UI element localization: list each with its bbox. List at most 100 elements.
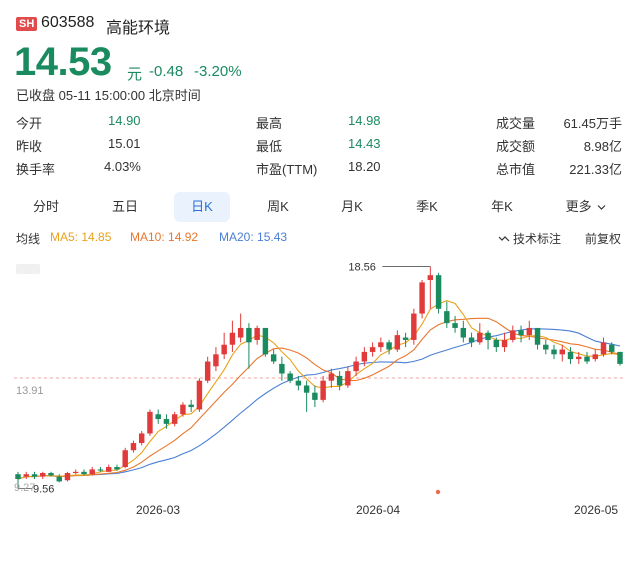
stat-value-pe: 18.20 bbox=[348, 159, 381, 174]
chart-min-label: 9.27 bbox=[14, 482, 35, 494]
candle bbox=[345, 366, 351, 388]
ma10-line bbox=[17, 317, 621, 480]
candle-body bbox=[287, 373, 293, 381]
stat-value-volume: 61.45万手 bbox=[563, 116, 622, 131]
low-price-label: 9.56 bbox=[33, 484, 54, 496]
candle bbox=[427, 266, 434, 309]
candle-body bbox=[64, 473, 71, 481]
candle bbox=[147, 409, 153, 436]
exchange-badge: SH bbox=[16, 17, 38, 31]
candle bbox=[609, 342, 615, 355]
candle-body bbox=[295, 380, 302, 386]
current-price: 14.53 bbox=[14, 40, 112, 84]
candle bbox=[246, 323, 252, 369]
ma-legend-title: 均线 bbox=[16, 232, 41, 246]
candle-body bbox=[460, 327, 467, 338]
candle bbox=[114, 464, 120, 471]
candle-body bbox=[543, 344, 549, 350]
stat-label-pe: 市盈(TTM) bbox=[256, 162, 318, 177]
candle-body bbox=[130, 443, 137, 451]
tab-intraday[interactable]: 分时 bbox=[32, 199, 59, 214]
candle bbox=[584, 351, 590, 364]
candle-body bbox=[229, 332, 236, 345]
stat-label-market-cap: 总市值 bbox=[496, 162, 536, 177]
x-tick-label: 2026-03 bbox=[136, 503, 180, 517]
candlestick-chart[interactable]: 13.91 18.56 9.569.27 2026-03 2026-04 2026… bbox=[0, 246, 638, 546]
candle bbox=[188, 399, 194, 412]
candle-body bbox=[312, 392, 318, 400]
tab-more[interactable]: 更多 bbox=[556, 192, 616, 222]
candle bbox=[369, 342, 376, 357]
candle bbox=[196, 378, 203, 412]
candle bbox=[312, 385, 318, 408]
tech-annotation-label: 技术标注 bbox=[513, 232, 562, 246]
tab-five-day[interactable]: 五日 bbox=[111, 199, 138, 214]
candle-body bbox=[171, 414, 178, 424]
candle bbox=[122, 447, 128, 469]
candle-body bbox=[444, 311, 450, 324]
candle bbox=[81, 469, 87, 476]
stat-label-volume: 成交量 bbox=[496, 116, 536, 131]
candle-body bbox=[122, 450, 128, 468]
tab-quarterly-k[interactable]: 季K bbox=[416, 199, 438, 214]
candle-body bbox=[40, 473, 46, 477]
candle bbox=[303, 380, 310, 412]
stat-label-turnover-rate: 换手率 bbox=[16, 162, 56, 177]
candle bbox=[287, 371, 293, 384]
candle-body bbox=[600, 342, 607, 355]
tab-yearly-k[interactable]: 年K bbox=[491, 199, 513, 214]
candle-body bbox=[386, 342, 392, 350]
ma20-legend: MA20: 15.43 bbox=[219, 230, 288, 244]
candle-body bbox=[56, 476, 62, 482]
market-status: 已收盘 05-11 15:00:00 北京时间 bbox=[16, 88, 201, 103]
candle bbox=[501, 332, 508, 352]
candle bbox=[411, 308, 417, 345]
price-unit: 元 bbox=[127, 66, 143, 83]
candle-body bbox=[328, 373, 335, 381]
candle bbox=[452, 315, 458, 333]
candle bbox=[229, 320, 236, 352]
stat-value-market-cap: 221.33亿 bbox=[569, 162, 622, 177]
trend-line-icon bbox=[498, 236, 510, 242]
candle bbox=[617, 351, 623, 366]
tab-weekly-k[interactable]: 周K bbox=[267, 199, 289, 214]
candle-body bbox=[81, 471, 87, 475]
candle-body bbox=[89, 469, 95, 475]
candle-body bbox=[551, 349, 557, 355]
tab-monthly-k[interactable]: 月K bbox=[341, 199, 363, 214]
stock-code: 603588 bbox=[41, 14, 95, 31]
candle bbox=[40, 471, 46, 480]
candle-body bbox=[213, 354, 219, 367]
event-marker[interactable] bbox=[435, 489, 441, 495]
candle bbox=[336, 371, 343, 391]
price-adjust-button[interactable]: 前复权 bbox=[585, 232, 622, 246]
tech-annotation-button[interactable]: 技术标注 bbox=[498, 230, 561, 247]
candle-body bbox=[427, 275, 434, 280]
candle-body bbox=[48, 473, 54, 476]
candle-body bbox=[518, 330, 524, 336]
candle-body bbox=[237, 327, 244, 338]
ma20-line bbox=[17, 328, 621, 480]
tab-daily-k[interactable]: 日K bbox=[174, 192, 230, 222]
candle bbox=[576, 351, 582, 364]
candle-body bbox=[477, 332, 483, 343]
candle bbox=[270, 349, 277, 364]
candle bbox=[163, 414, 170, 429]
candle bbox=[485, 330, 491, 350]
candle bbox=[15, 471, 21, 489]
candle-body bbox=[609, 344, 615, 352]
price-change: -0.48 bbox=[149, 63, 184, 80]
candle bbox=[155, 409, 161, 424]
candle bbox=[64, 471, 71, 482]
candle-body bbox=[402, 337, 409, 340]
chart-watermark-placeholder bbox=[16, 264, 40, 274]
candle-body bbox=[501, 339, 508, 348]
candle-body bbox=[485, 332, 491, 340]
candle bbox=[460, 320, 467, 343]
candle-body bbox=[279, 363, 285, 374]
candle bbox=[592, 349, 598, 362]
stat-label-high: 最高 bbox=[256, 116, 283, 131]
candle bbox=[204, 356, 211, 384]
stat-value-turnover: 8.98亿 bbox=[583, 139, 622, 154]
ma5-legend: MA5: 14.85 bbox=[50, 230, 112, 244]
